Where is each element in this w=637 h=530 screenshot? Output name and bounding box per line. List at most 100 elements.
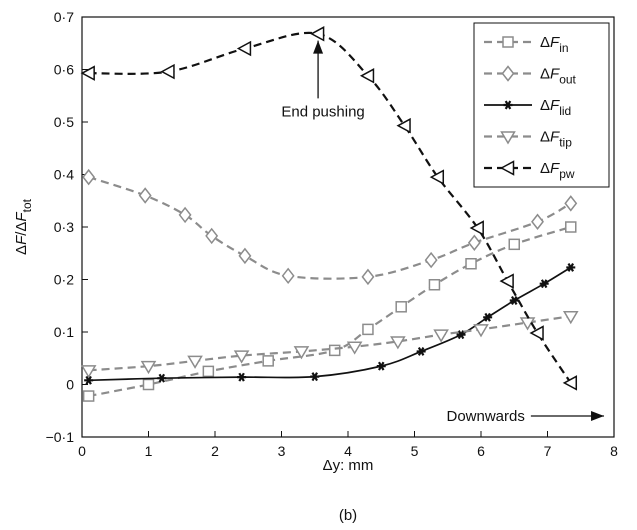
data-point-out: [138, 187, 152, 204]
y-tick-label: 0·2: [54, 272, 74, 288]
data-point-tip: [293, 346, 310, 360]
data-point-pw: [160, 63, 175, 80]
y-tick-label: 0: [66, 377, 74, 393]
data-point-lid: [539, 279, 549, 289]
legend: ΔFin ΔFout ΔFlid ΔFtip ΔFpw: [473, 22, 610, 188]
y-axis-label: ΔF/ΔFtot: [13, 198, 34, 255]
series-line-pw: [88, 31, 572, 384]
series-line-in: [88, 225, 572, 398]
data-point-out: [467, 234, 481, 251]
y-tick-label: 0·3: [54, 219, 74, 235]
data-point-lid: [237, 372, 247, 382]
x-tick-label: 8: [610, 443, 618, 459]
data-point-in: [202, 365, 215, 378]
end-pushing-arrow-head: [313, 40, 324, 54]
legend-marker: [503, 100, 513, 110]
x-tick-label: 7: [544, 443, 552, 459]
data-point-in: [362, 323, 374, 336]
x-axis-label: Δy: mm: [323, 457, 374, 474]
series-lid: [84, 262, 576, 385]
data-point-tip: [140, 360, 157, 375]
data-point-in: [142, 378, 155, 391]
data-point-in: [428, 279, 441, 291]
data-point-lid: [483, 312, 493, 322]
legend-item-in: ΔFin: [484, 34, 569, 55]
legend-label: ΔFin: [540, 34, 569, 55]
axis-titles: Δy: mm ΔF/ΔFtot (b): [13, 198, 373, 524]
data-point-lid: [157, 373, 167, 383]
end-pushing-label: End pushing: [281, 103, 364, 120]
data-point-pw: [396, 117, 411, 134]
data-point-pw: [499, 273, 514, 289]
data-point-tip: [390, 336, 406, 350]
x-tick-label: 2: [211, 443, 219, 459]
data-point-in: [82, 390, 95, 402]
x-tick-label: 6: [477, 443, 485, 459]
series-line-tip: [88, 315, 571, 372]
data-point-lid: [456, 330, 466, 340]
downwards-label: Downwards: [447, 408, 525, 425]
legend-marker: [501, 65, 515, 82]
series-line-lid: [88, 266, 572, 382]
legend-item-tip: ΔFtip: [484, 129, 572, 150]
data-point-pw: [80, 65, 95, 81]
axes: 0 1 2 3 4 5 6 7 8−0·100·10·20·30·40·50·60·7: [46, 9, 619, 459]
annotations: End pushing Downwards: [281, 40, 605, 425]
legend-label: ΔFout: [540, 66, 577, 87]
legend-item-pw: ΔFpw: [484, 160, 575, 181]
y-tick-label: −0·1: [46, 429, 75, 445]
data-point-pw: [236, 40, 252, 57]
data-point-out: [531, 213, 544, 230]
legend-label: ΔFtip: [540, 129, 572, 150]
data-point-tip: [562, 311, 579, 325]
y-tick-label: 0·1: [54, 324, 74, 340]
data-point-pw: [359, 68, 375, 84]
data-point-tip: [433, 329, 449, 343]
legend-marker: [499, 160, 515, 176]
series-group: [80, 26, 579, 402]
x-tick-label: 3: [278, 443, 286, 459]
data-point-pw: [310, 26, 325, 42]
data-point-out: [281, 267, 295, 285]
data-point-lid: [509, 296, 519, 305]
x-tick-label: 5: [411, 443, 419, 459]
x-tick-label: 0: [78, 443, 86, 459]
legend-label: ΔFlid: [540, 97, 571, 118]
x-tick-label: 1: [145, 443, 153, 459]
data-point-pw: [429, 169, 445, 185]
data-point-out: [178, 206, 192, 224]
data-point-out: [238, 247, 252, 265]
data-point-tip: [80, 365, 97, 379]
data-point-in: [395, 301, 407, 313]
data-point-in: [465, 258, 477, 270]
x-tick-label: 4: [344, 443, 352, 459]
data-point-in: [565, 221, 577, 233]
data-point-tip: [233, 350, 250, 364]
legend-marker: [500, 131, 516, 145]
series-in: [82, 221, 577, 402]
series-pw: [80, 26, 578, 391]
data-point-tip: [187, 355, 203, 369]
data-point-tip: [473, 324, 489, 338]
data-point-lid: [376, 361, 386, 371]
series-tip: [80, 311, 579, 379]
data-point-out: [424, 251, 438, 269]
data-point-in: [508, 238, 520, 251]
series-out: [82, 168, 578, 286]
data-point-lid: [416, 346, 426, 356]
y-tick-label: 0·7: [54, 9, 74, 25]
figure-caption: (b): [339, 507, 357, 524]
data-point-out: [205, 227, 219, 245]
downwards-arrow-head: [591, 411, 605, 421]
data-point-tip: [346, 341, 363, 355]
data-point-pw: [469, 220, 484, 236]
data-point-in: [328, 344, 341, 357]
legend-label: ΔFpw: [540, 160, 575, 181]
legend-marker: [502, 36, 514, 48]
data-point-out: [82, 168, 96, 186]
series-line-out: [88, 176, 572, 280]
data-point-pw: [562, 375, 578, 391]
y-tick-label: 0·6: [54, 62, 74, 78]
data-point-lid: [566, 262, 576, 272]
y-tick-label: 0·4: [54, 167, 74, 183]
